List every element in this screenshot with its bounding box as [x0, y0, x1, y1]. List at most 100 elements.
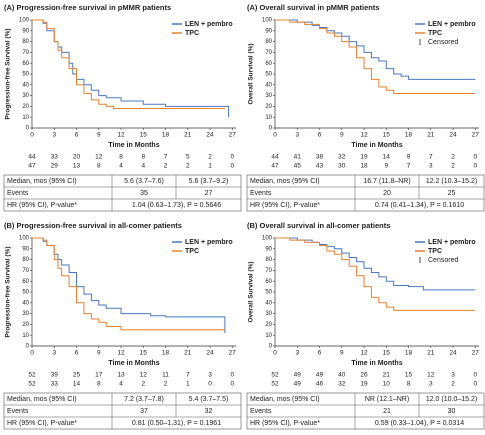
table-cell: 5.4 (3.7–7.5): [189, 396, 229, 403]
at-risk-count: 0: [473, 163, 477, 170]
legend-label: Censored: [428, 39, 458, 46]
y-tick-label: 100: [262, 236, 273, 242]
table-row-label: HR (95% CI), P-value*: [250, 202, 320, 209]
survival-curve: [32, 19, 230, 118]
table-cell: 12.0 (10.0–15.2): [426, 396, 477, 403]
x-tick-label: 12: [360, 132, 368, 139]
at-risk-count: 9: [384, 163, 388, 170]
at-risk-count: 2: [164, 381, 168, 388]
table-cell: 1.04 (0.63–1.73), P = 0.5646: [132, 202, 221, 209]
y-axis-label: Overall Survival (%): [248, 261, 255, 322]
table-cell: 32: [205, 408, 213, 415]
x-tick-label: 27: [229, 350, 237, 357]
x-tick-label: 9: [340, 132, 344, 139]
legend-label: LEN + pembro: [185, 239, 233, 246]
summary-table: [3, 174, 242, 212]
x-tick-label: 24: [449, 132, 457, 139]
legend-label: LEN + pembro: [428, 239, 476, 246]
y-tick-label: 90: [22, 28, 29, 34]
at-risk-count: 12: [427, 372, 435, 379]
at-risk-count: 40: [338, 372, 346, 379]
at-risk-count: 11: [162, 372, 169, 379]
y-tick-label: 70: [22, 50, 29, 56]
at-risk-count: 1: [208, 163, 212, 170]
y-tick-label: 20: [265, 322, 272, 328]
at-risk-count: 19: [360, 154, 368, 161]
table-row-label: Median, mos (95% CI): [7, 396, 77, 403]
x-tick-label: 18: [162, 350, 170, 357]
table-cell: 7.2 (3.7–7.8): [124, 396, 164, 403]
y-tick-label: 80: [22, 257, 29, 263]
y-tick-label: 70: [265, 50, 272, 56]
table-row-label: Events: [7, 408, 29, 415]
y-tick-label: 100: [262, 18, 273, 24]
y-tick-label: 80: [22, 39, 29, 45]
y-axis-label: Progression-free Survival (%): [5, 246, 12, 337]
at-risk-count: 10: [383, 381, 391, 388]
at-risk-count: 52: [28, 381, 36, 388]
x-tick-label: 12: [117, 132, 125, 139]
table-row-label: Median, mos (95% CI): [250, 396, 320, 403]
y-tick-label: 60: [22, 279, 29, 285]
y-tick-label: 50: [265, 72, 272, 78]
at-risk-count: 13: [117, 372, 125, 379]
at-risk-count: 7: [429, 154, 433, 161]
x-tick-label: 15: [140, 132, 148, 139]
x-tick-label: 9: [97, 132, 101, 139]
table-row-label: Events: [7, 190, 29, 197]
at-risk-count: 44: [271, 154, 279, 161]
y-tick-label: 50: [265, 290, 272, 296]
x-axis-label: Time in Months: [351, 142, 402, 149]
at-risk-count: 4: [119, 163, 123, 170]
y-tick-label: 10: [22, 115, 29, 121]
x-tick-label: 0: [30, 350, 34, 357]
at-risk-count: 32: [338, 154, 346, 161]
at-risk-count: 3: [451, 372, 455, 379]
table-cell: 27: [205, 190, 213, 197]
at-risk-count: 12: [140, 372, 148, 379]
summary-table: [3, 392, 242, 430]
y-tick-label: 0: [26, 126, 30, 132]
y-tick-label: 30: [265, 93, 272, 99]
at-risk-count: 8: [141, 154, 145, 161]
survival-curve: [275, 237, 476, 311]
x-tick-label: 21: [427, 350, 435, 357]
x-tick-label: 15: [383, 132, 391, 139]
y-tick-label: 40: [22, 82, 29, 88]
y-tick-label: 30: [22, 311, 29, 317]
legend-label: TPC: [428, 248, 442, 255]
y-tick-label: 0: [269, 344, 273, 350]
at-risk-count: 2: [164, 163, 168, 170]
at-risk-count: 26: [360, 372, 368, 379]
table-cell: 21: [383, 408, 391, 415]
at-risk-count: 18: [360, 163, 368, 170]
at-risk-count: 3: [429, 381, 433, 388]
y-tick-label: 70: [265, 268, 272, 274]
x-tick-label: 6: [318, 350, 322, 357]
at-risk-count: 12: [95, 154, 103, 161]
at-risk-count: 0: [473, 154, 477, 161]
x-tick-label: 3: [52, 132, 56, 139]
summary-table: [246, 174, 485, 212]
summary-table: [246, 392, 485, 430]
table-cell: 25: [448, 190, 456, 197]
table-cell: NR (12.1–NR): [365, 396, 409, 403]
x-tick-label: 9: [340, 350, 344, 357]
at-risk-count: 1: [186, 381, 190, 388]
at-risk-count: 44: [28, 154, 36, 161]
at-risk-count: 29: [51, 163, 59, 170]
at-risk-count: 2: [451, 163, 455, 170]
y-tick-label: 60: [265, 61, 272, 67]
at-risk-count: 20: [73, 154, 81, 161]
at-risk-count: 0: [473, 372, 477, 379]
at-risk-count: 8: [119, 154, 123, 161]
at-risk-count: 3: [208, 372, 212, 379]
y-tick-label: 50: [22, 72, 29, 78]
panel-title: (A) Progression-free survival in pMMR pa…: [4, 3, 171, 12]
table-cell: 35: [140, 190, 148, 197]
x-tick-label: 21: [427, 132, 435, 139]
legend-label: TPC: [185, 30, 199, 37]
x-tick-label: 27: [472, 132, 480, 139]
at-risk-count: 14: [383, 154, 391, 161]
survival-curve: [275, 19, 476, 80]
